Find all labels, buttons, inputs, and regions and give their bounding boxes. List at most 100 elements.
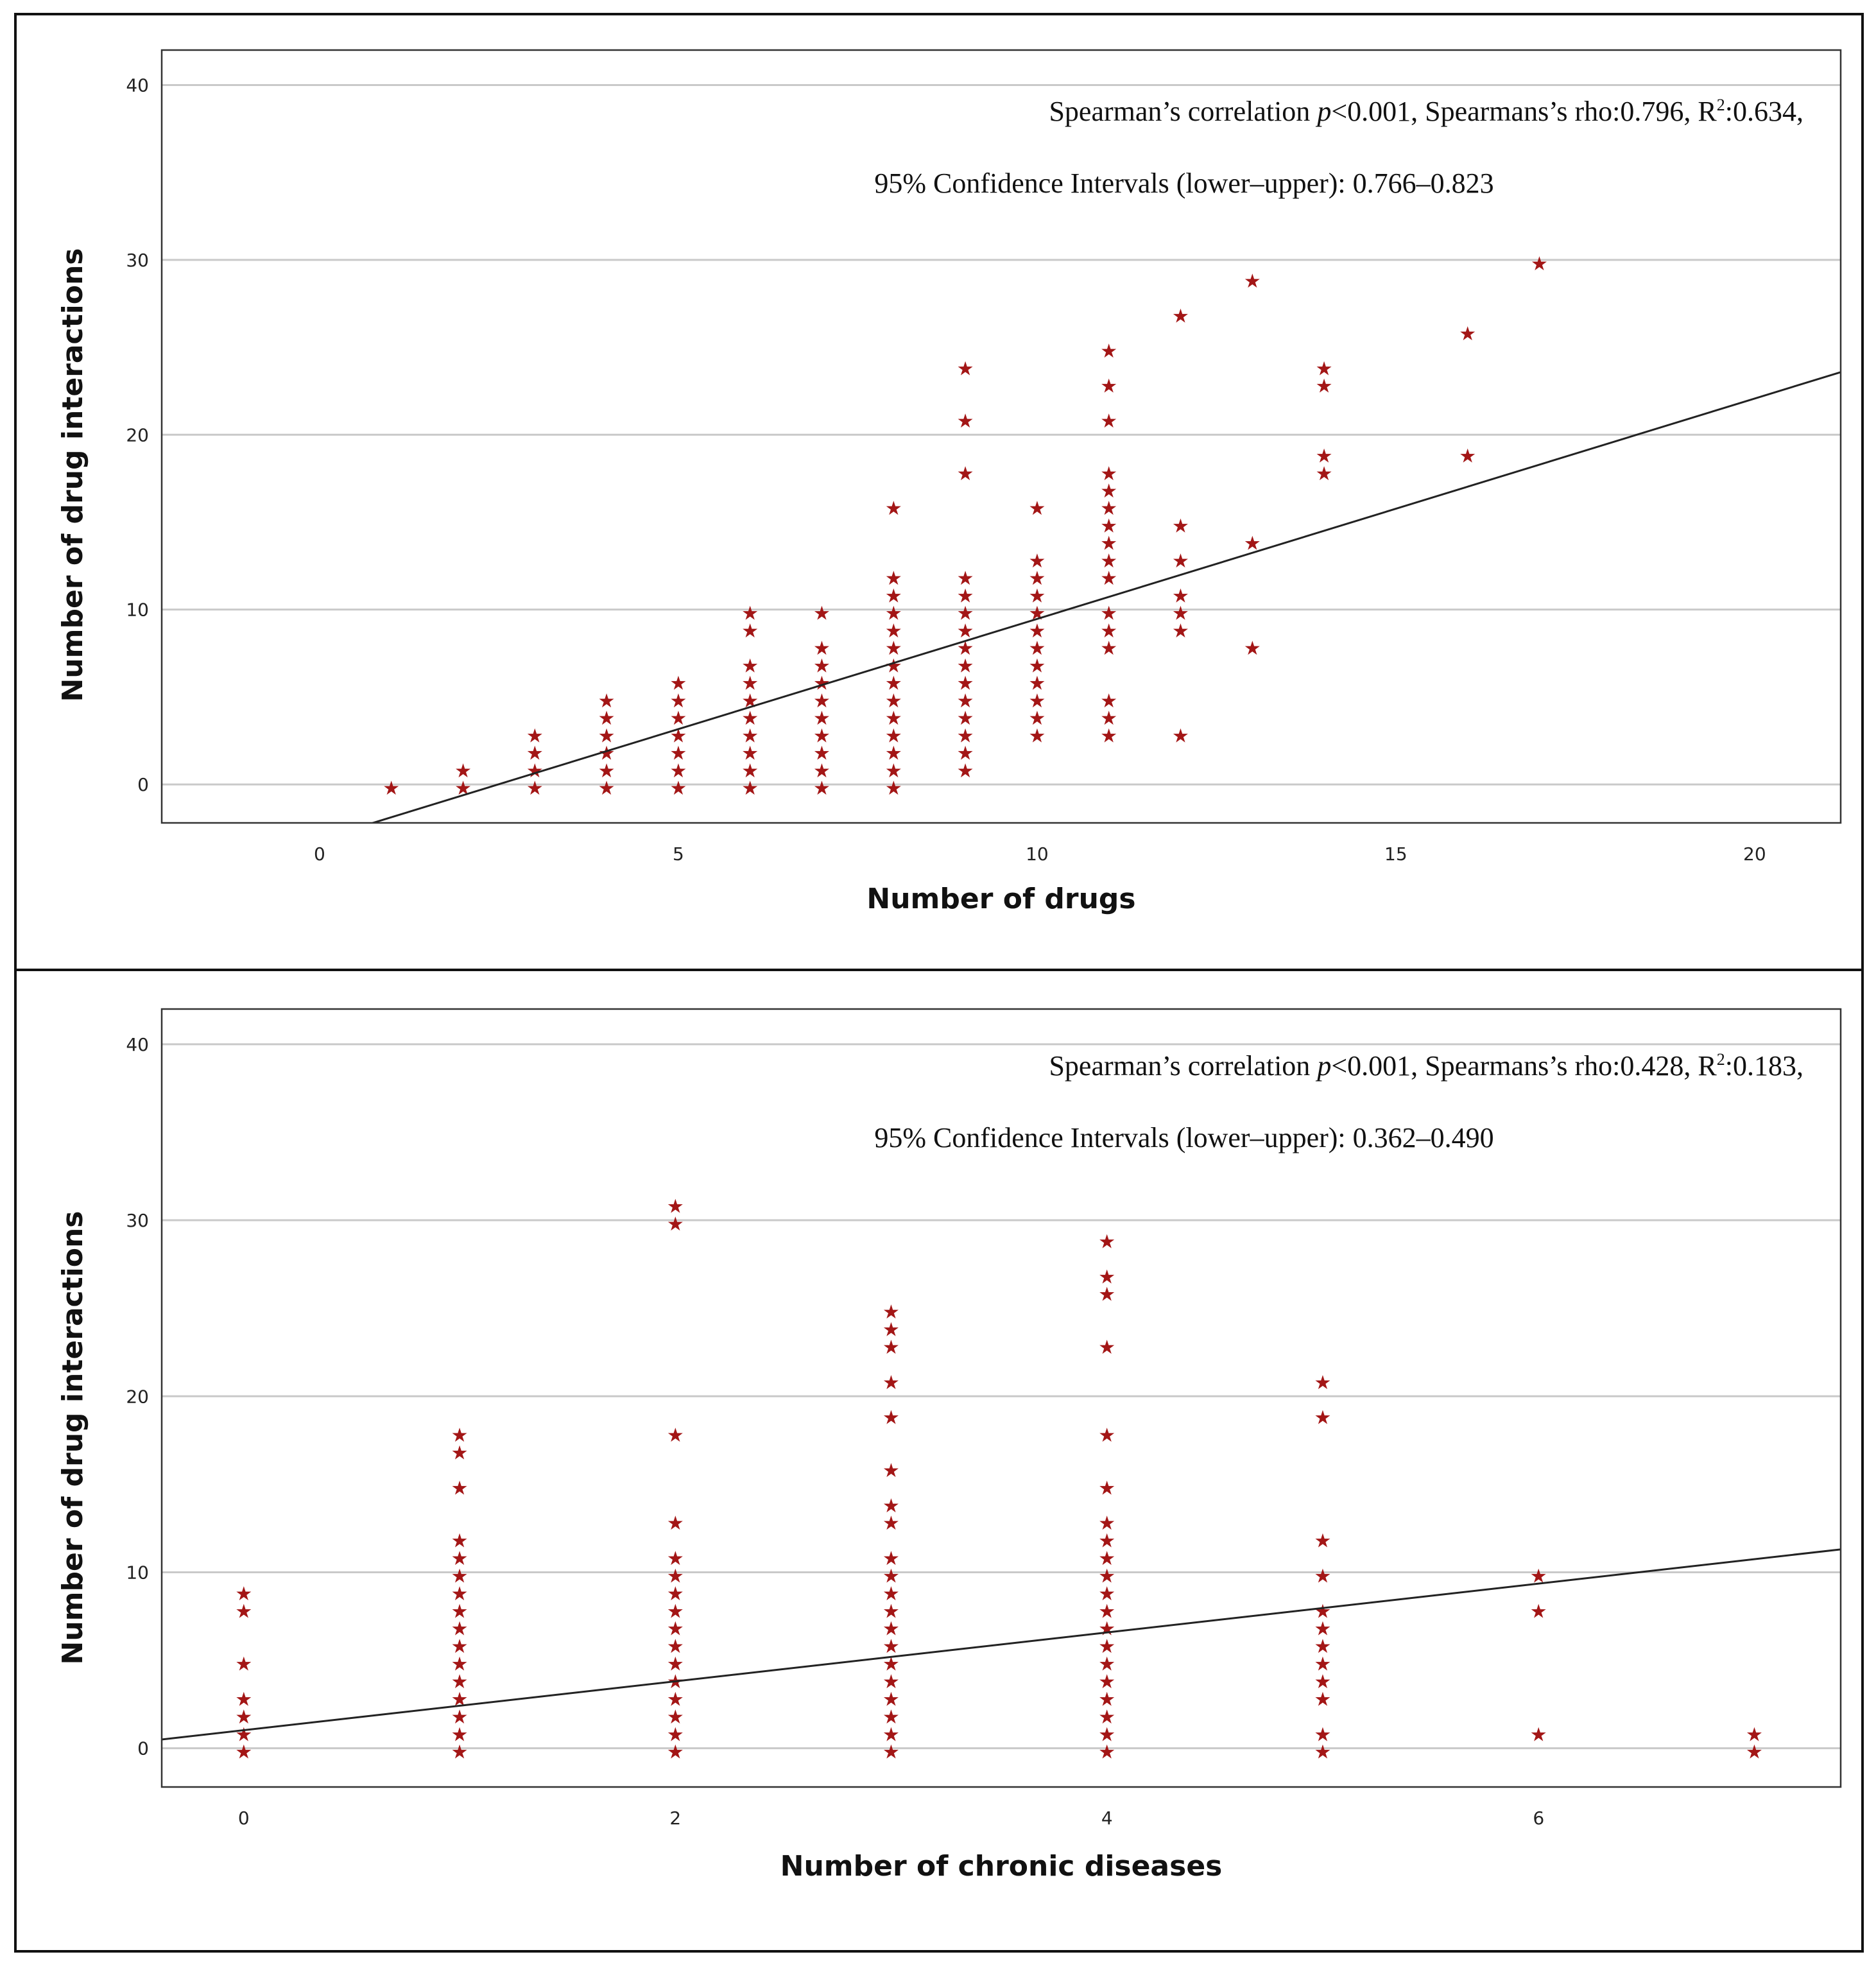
data-point: ★ [1028, 673, 1046, 695]
data-point: ★ [885, 690, 902, 712]
data-point: ★ [1100, 637, 1117, 660]
data-point: ★ [741, 655, 759, 677]
data-point: ★ [669, 690, 687, 712]
data-point: ★ [598, 760, 615, 782]
data-point: ★ [1100, 603, 1117, 625]
data-point: ★ [667, 1424, 684, 1447]
data-point: ★ [882, 1460, 900, 1482]
data-point: ★ [1172, 306, 1189, 328]
data-point: ★ [1028, 725, 1046, 747]
data-point: ★ [667, 1196, 684, 1218]
y-tick-label: 0 [137, 1738, 149, 1759]
x-tick-label: 5 [673, 843, 684, 865]
data-point: ★ [882, 1723, 900, 1746]
data-point: ★ [882, 1548, 900, 1570]
data-point: ★ [667, 1706, 684, 1729]
data-point: ★ [1100, 550, 1117, 573]
x-tick-label: 10 [1026, 843, 1049, 865]
data-point: ★ [1098, 1688, 1115, 1711]
y-tick-label: 20 [126, 1386, 149, 1407]
data-point: ★ [885, 567, 902, 590]
data-point: ★ [1314, 1688, 1332, 1711]
data-point: ★ [598, 690, 615, 712]
data-point: ★ [1098, 1618, 1115, 1641]
data-point: ★ [1100, 340, 1117, 363]
y-tick-label: 40 [126, 74, 149, 96]
data-points: ★★★★★★★★★★★★★★★★★★★★★★★★★★★★★★★★★★★★★★★★… [383, 253, 1548, 800]
data-point: ★ [957, 760, 974, 782]
data-point: ★ [1746, 1723, 1763, 1746]
data-point: ★ [1459, 445, 1476, 468]
data-point: ★ [813, 743, 830, 765]
data-point: ★ [1028, 690, 1046, 712]
data-point: ★ [1098, 1424, 1115, 1447]
data-point: ★ [1316, 375, 1333, 398]
data-point: ★ [741, 707, 759, 730]
data-point: ★ [1098, 1477, 1115, 1499]
data-point: ★ [235, 1706, 252, 1729]
data-point: ★ [667, 1565, 684, 1587]
data-point: ★ [669, 743, 687, 765]
x-axis-title: Number of chronic diseases [780, 1850, 1223, 1883]
data-point: ★ [741, 760, 759, 782]
data-point: ★ [235, 1583, 252, 1605]
data-point: ★ [741, 725, 759, 747]
data-point: ★ [1098, 1336, 1115, 1359]
data-point: ★ [451, 1653, 469, 1676]
data-point: ★ [451, 1723, 469, 1746]
data-point: ★ [669, 760, 687, 782]
data-point: ★ [1098, 1653, 1115, 1676]
data-point: ★ [1098, 1548, 1115, 1570]
data-point: ★ [813, 690, 830, 712]
data-point: ★ [882, 1512, 900, 1535]
data-point: ★ [1098, 1706, 1115, 1729]
data-point: ★ [957, 567, 974, 590]
data-point: ★ [882, 1636, 900, 1658]
data-point: ★ [1100, 463, 1117, 485]
data-point: ★ [451, 1548, 469, 1570]
annotation-line-1: Spearman’s correlation p<0.001, Spearman… [1049, 1050, 1803, 1082]
data-point: ★ [957, 743, 974, 765]
data-point: ★ [741, 743, 759, 765]
data-point: ★ [1746, 1741, 1763, 1764]
data-point: ★ [451, 1583, 469, 1605]
data-point: ★ [598, 725, 615, 747]
data-point: ★ [1100, 620, 1117, 643]
data-point: ★ [1531, 253, 1548, 275]
data-point: ★ [813, 777, 830, 800]
data-point: ★ [1100, 410, 1117, 433]
data-point: ★ [885, 585, 902, 607]
data-point: ★ [1530, 1723, 1547, 1746]
data-point: ★ [667, 1583, 684, 1605]
data-point: ★ [885, 655, 902, 677]
data-point: ★ [667, 1618, 684, 1641]
data-point: ★ [1028, 550, 1046, 573]
data-point: ★ [235, 1653, 252, 1676]
data-point: ★ [667, 1653, 684, 1676]
data-point: ★ [885, 743, 902, 765]
data-point: ★ [1100, 725, 1117, 747]
data-point: ★ [882, 1671, 900, 1693]
data-point: ★ [1100, 375, 1117, 398]
data-point: ★ [1314, 1741, 1332, 1764]
data-point: ★ [1314, 1372, 1332, 1394]
data-point: ★ [598, 707, 615, 730]
data-point: ★ [667, 1688, 684, 1711]
data-point: ★ [957, 603, 974, 625]
data-point: ★ [741, 620, 759, 643]
data-point: ★ [885, 603, 902, 625]
data-point: ★ [1028, 707, 1046, 730]
data-point: ★ [813, 655, 830, 677]
data-point: ★ [451, 1530, 469, 1553]
y-tick-labels: 0 10 20 30 40 [126, 74, 149, 795]
data-point: ★ [1098, 1512, 1115, 1535]
x-tick-label: 4 [1101, 1808, 1113, 1829]
data-point: ★ [1028, 497, 1046, 520]
data-point: ★ [1098, 1565, 1115, 1587]
x-tick-label: 0 [238, 1808, 250, 1829]
data-point: ★ [885, 497, 902, 520]
data-point: ★ [1098, 1583, 1115, 1605]
data-point: ★ [1098, 1741, 1115, 1764]
data-point: ★ [1028, 655, 1046, 677]
